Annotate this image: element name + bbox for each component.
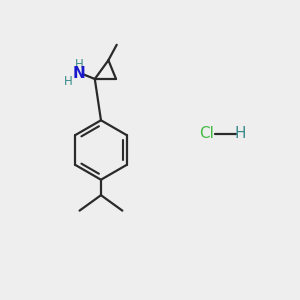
Text: Cl: Cl bbox=[199, 126, 214, 141]
Text: H: H bbox=[64, 75, 72, 88]
Text: H: H bbox=[235, 126, 246, 141]
Text: H: H bbox=[74, 58, 83, 71]
Text: N: N bbox=[72, 66, 85, 81]
